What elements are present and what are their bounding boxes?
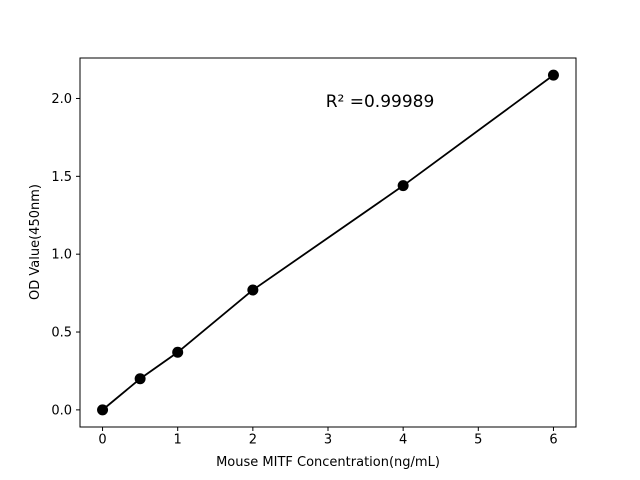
x-tick-label: 0: [98, 433, 106, 448]
y-tick-label: 0.0: [51, 403, 72, 418]
data-point: [172, 346, 184, 358]
x-tick-label: 5: [474, 433, 482, 448]
data-point: [247, 284, 259, 296]
y-tick-label: 2.0: [51, 92, 72, 107]
x-tick-label: 1: [174, 433, 182, 448]
data-point: [397, 180, 409, 192]
x-axis-label: Mouse MITF Concentration(ng/mL): [216, 455, 440, 470]
fit-line: [101, 74, 554, 411]
y-tick-label: 1.5: [51, 170, 72, 185]
data-point: [547, 69, 559, 81]
data-point: [134, 373, 146, 385]
y-tick-label: 1.0: [51, 248, 72, 263]
x-tick-label: 4: [399, 433, 407, 448]
y-axis-label: OD Value(450nm): [28, 184, 43, 300]
x-tick-label: 6: [549, 433, 557, 448]
y-tick-label: 0.5: [51, 326, 72, 341]
x-tick-label: 2: [249, 433, 257, 448]
x-tick-label: 3: [324, 433, 332, 448]
data-point: [97, 404, 109, 416]
r-squared-annotation: R² =0.99989: [326, 92, 435, 112]
